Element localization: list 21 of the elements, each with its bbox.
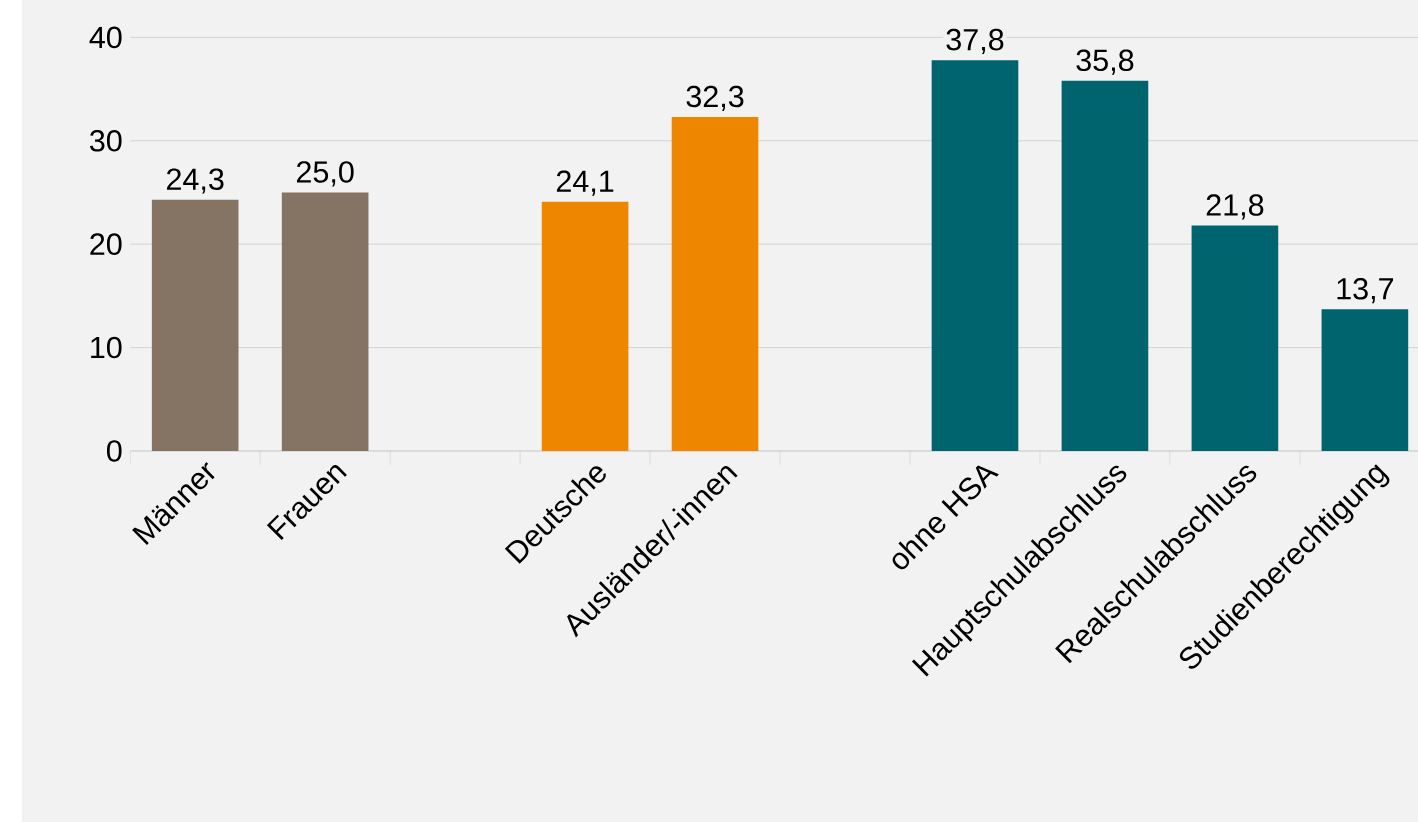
data-label: 32,3: [686, 85, 744, 111]
bar: [1321, 309, 1409, 451]
data-label: 13,7: [1337, 277, 1394, 304]
bar: [1191, 225, 1279, 451]
y-tick-label: 0: [106, 440, 122, 462]
bar: [671, 116, 759, 451]
data-label: 24,1: [556, 170, 614, 196]
bar: [281, 192, 369, 451]
y-tick-label: 20: [90, 233, 122, 255]
bar: [151, 199, 239, 451]
data-label: 24,3: [167, 168, 224, 194]
y-tick-label: 30: [89, 129, 122, 152]
data-label: 21,8: [1206, 194, 1264, 220]
bar: [541, 201, 629, 451]
bar: [931, 60, 1019, 451]
y-tick-label: 10: [91, 336, 122, 359]
y-tick-label: 40: [89, 26, 122, 49]
data-label: 37,8: [946, 28, 1004, 54]
data-label: 25,0: [296, 161, 354, 187]
data-label: 35,8: [1076, 49, 1134, 75]
bar: [1061, 80, 1149, 451]
